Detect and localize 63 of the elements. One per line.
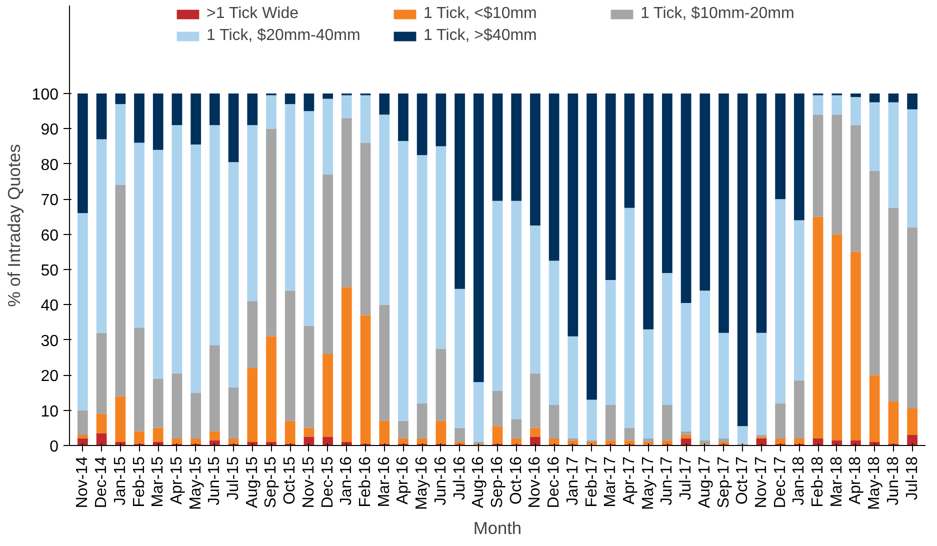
y-tick-label: 40 xyxy=(40,298,59,315)
x-tick-label: May-15 xyxy=(187,456,204,510)
y-tick-label: 0 xyxy=(50,438,59,456)
x-tick-label: Feb-18 xyxy=(810,456,827,508)
x-tick-label: Feb-15 xyxy=(130,456,148,508)
x-tick-label: Dec-14 xyxy=(93,456,110,508)
y-axis-title: % of Intraday Quotes xyxy=(4,144,24,307)
x-tick-label: Jan-18 xyxy=(790,456,808,506)
x-tick-label: Sep-16 xyxy=(489,456,506,508)
x-tick-label: Dec-15 xyxy=(319,456,336,508)
x-tick-label: Feb-16 xyxy=(357,456,374,508)
x-tick-label: Sep-15 xyxy=(262,456,280,508)
x-tick-label: Mar-18 xyxy=(828,456,846,508)
y-tick-label: 10 xyxy=(40,403,59,420)
x-tick-label: Feb-17 xyxy=(583,456,600,508)
x-tick-label: Sep-17 xyxy=(715,456,732,508)
x-tick-label: Oct-17 xyxy=(734,456,752,505)
x-tick-label: Mar-15 xyxy=(150,456,167,508)
x-tick-label: Dec-16 xyxy=(546,456,563,508)
y-tick-label: 100 xyxy=(32,86,59,104)
x-tick-label: Aug-16 xyxy=(470,456,488,508)
x-tick-label: Oct-16 xyxy=(508,456,525,505)
x-tick-label: Jul-18 xyxy=(904,456,921,500)
x-tick-label: Oct-15 xyxy=(282,456,299,505)
x-tick-label: Nov-15 xyxy=(300,456,318,508)
x-tick-label: Nov-17 xyxy=(752,456,770,508)
x-tick-label: Jul-15 xyxy=(225,456,242,500)
x-tick-label: Nov-14 xyxy=(74,456,92,508)
x-tick-label: May-16 xyxy=(414,456,431,510)
x-tick-label: Mar-16 xyxy=(376,456,393,508)
x-tick-label: Aug-15 xyxy=(244,456,261,508)
x-tick-label: Apr-17 xyxy=(620,456,638,505)
x-tick-label: May-17 xyxy=(640,456,657,510)
x-axis-title: Month xyxy=(473,518,522,538)
x-tick-label: Nov-16 xyxy=(526,456,544,508)
x-tick-label: Jul-16 xyxy=(451,456,468,500)
x-tick-label: Dec-17 xyxy=(772,456,789,508)
x-tick-label: Jun-18 xyxy=(884,456,902,506)
y-tick-label: 30 xyxy=(40,332,59,350)
y-tick-label: 50 xyxy=(40,262,59,280)
x-tick-label: Apr-18 xyxy=(847,456,864,505)
x-tick-label: Jun-17 xyxy=(658,456,676,506)
x-tick-label: May-18 xyxy=(866,456,884,510)
x-tick-label: Aug-17 xyxy=(696,456,714,508)
x-tick-label: Jan-16 xyxy=(338,456,356,506)
legend-label: >1 Tick Wide xyxy=(206,5,300,23)
y-tick-label: 60 xyxy=(40,227,59,244)
y-tick-label: 90 xyxy=(40,122,59,139)
x-tick-label: Apr-16 xyxy=(394,456,412,505)
legend-label: 1 Tick, >$40mm xyxy=(424,27,538,45)
x-tick-label: Jan-15 xyxy=(112,456,129,506)
y-tick-label: 80 xyxy=(40,156,59,174)
y-tick-label: 70 xyxy=(40,192,59,210)
x-tick-label: Apr-15 xyxy=(168,456,186,505)
x-tick-label: Jan-17 xyxy=(564,456,582,506)
x-tick-label: Mar-17 xyxy=(602,456,620,508)
legend-label: 1 Tick, $10mm-20mm xyxy=(640,5,796,23)
y-tick-label: 20 xyxy=(40,368,59,386)
x-tick-label: Jun-16 xyxy=(432,456,450,506)
x-tick-label: Jun-15 xyxy=(206,456,224,506)
legend-label: 1 Tick, $20mm-40mm xyxy=(206,27,362,45)
legend-label: 1 Tick, <$10mm xyxy=(424,5,538,23)
x-tick-label: Jul-17 xyxy=(678,456,695,500)
